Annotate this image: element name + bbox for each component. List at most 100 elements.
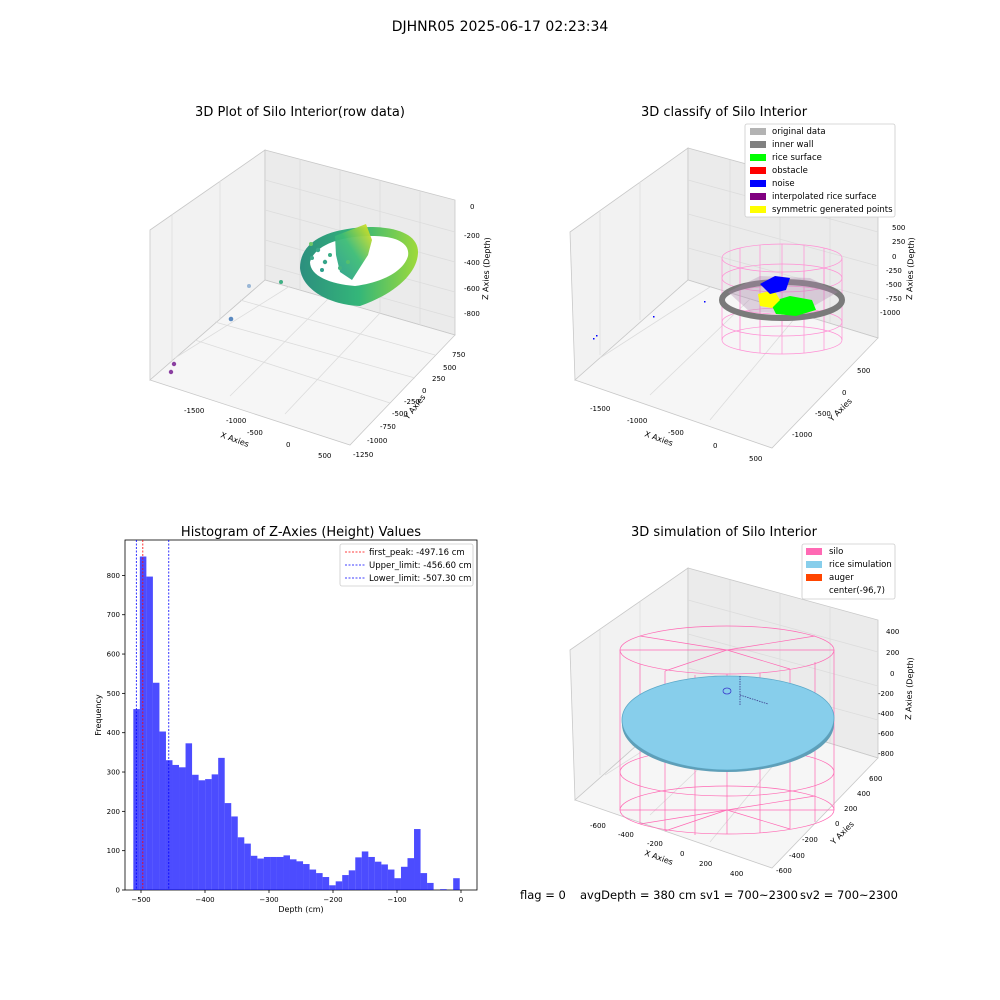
panel-1-title: 3D Plot of Silo Interior(row data) xyxy=(195,105,405,120)
p4-ytick: 200 xyxy=(844,805,857,813)
p2-ztick: -750 xyxy=(886,295,902,303)
legend-swatch-auger xyxy=(806,574,822,581)
legend-swatch-silo xyxy=(806,548,822,555)
p1-ztick: -200 xyxy=(464,232,480,240)
x-tick-label: 0 xyxy=(459,896,463,904)
p4-xtick: 400 xyxy=(730,870,743,878)
p1-xtick: 0 xyxy=(286,441,290,449)
histogram-bar xyxy=(342,875,349,890)
p2-xtick: 0 xyxy=(713,442,717,450)
p1-ytick: -1250 xyxy=(353,451,373,459)
p2-ytick: 500 xyxy=(857,367,870,375)
p4-ztick: -600 xyxy=(878,730,894,738)
histogram-vlines xyxy=(135,540,170,890)
status-sv1: sv1 = 700~2300 xyxy=(700,888,798,902)
panel-4-ticks: -600 -400 -200 0 200 400 600 400 200 0 -… xyxy=(590,628,899,878)
p1-zlabel: Z Axies (Depth) xyxy=(481,237,492,300)
panel-1-scatter-points xyxy=(168,242,350,375)
histogram-bar xyxy=(146,576,153,890)
p2-xtick: -1000 xyxy=(627,417,647,425)
p4-ytick: 400 xyxy=(857,790,870,798)
histogram-bar xyxy=(218,757,225,890)
panel-2-rice-surface xyxy=(770,296,816,316)
p1-xlabel: X Axies xyxy=(219,430,250,449)
panel-2-ticks: -1500 -1000 -500 0 500 500 0 -500 -1000 … xyxy=(590,224,905,463)
p4-ytick: 0 xyxy=(835,820,839,828)
p2-ztick: 0 xyxy=(892,253,896,261)
p4-xtick: -400 xyxy=(618,831,634,839)
legend-label: interpolated rice surface xyxy=(772,192,877,202)
histogram-bar xyxy=(205,779,212,890)
legend-swatch-rice-simulation xyxy=(806,561,822,568)
histogram-bar xyxy=(244,843,251,890)
histogram-bar xyxy=(453,878,460,890)
y-tick-label: 100 xyxy=(107,847,120,855)
histogram-ylabel: Frequency xyxy=(94,694,103,736)
x-tick-label: −300 xyxy=(259,896,278,904)
legend-swatch-inner-wall xyxy=(750,141,766,148)
legend-label: original data xyxy=(772,127,826,137)
histogram-bar xyxy=(159,731,166,890)
panel-2-legend: original data inner wall rice surface ob… xyxy=(744,123,896,218)
p1-ytick: -500 xyxy=(392,410,408,418)
legend-label: symmetric generated points xyxy=(772,205,893,215)
p4-ztick: 0 xyxy=(890,670,894,678)
histogram-bar xyxy=(192,774,199,890)
p1-ytick: -1000 xyxy=(367,437,387,445)
p1-ytick: 750 xyxy=(452,351,465,359)
p2-xtick: -500 xyxy=(668,429,684,437)
figure-title: DJHNR05 2025-06-17 02:23:34 xyxy=(392,19,609,35)
p1-ztick: -800 xyxy=(464,310,480,318)
p4-xtick: 200 xyxy=(699,860,712,868)
histogram-bar xyxy=(211,774,219,890)
histogram-bar xyxy=(427,882,434,890)
legend-swatch-interpolated xyxy=(750,193,766,200)
p4-ztick: -800 xyxy=(878,750,894,758)
histogram-bar xyxy=(407,858,415,890)
y-tick-label: 400 xyxy=(107,729,120,737)
panel-2-noise-cluster xyxy=(760,276,790,294)
histogram-bar xyxy=(303,864,310,890)
histogram-bar xyxy=(283,855,290,890)
histogram-bar xyxy=(387,869,395,890)
p4-ytick: -400 xyxy=(789,852,805,860)
p4-ytick: -200 xyxy=(802,836,818,844)
legend-label: center(-96,7) xyxy=(829,586,885,596)
y-tick-label: 200 xyxy=(107,808,120,816)
histogram-bar xyxy=(329,885,336,890)
p4-zlabel: Z Axies (Depth) xyxy=(904,657,915,720)
histogram-bar xyxy=(368,856,375,890)
p4-xtick: -600 xyxy=(590,822,606,830)
legend-swatch-noise xyxy=(750,180,766,187)
legend-swatch-obstacle xyxy=(750,167,766,174)
p4-ztick: 400 xyxy=(886,628,899,636)
p4-ytick: 600 xyxy=(869,775,882,783)
histogram-legend: first_peak: -497.16 cm Upper_limit: -456… xyxy=(339,543,474,587)
histogram-bar xyxy=(179,767,186,890)
p2-ztick: -500 xyxy=(886,281,902,289)
legend-label: rice surface xyxy=(772,153,822,163)
p1-xtick: 500 xyxy=(318,452,331,460)
p4-xtick: 0 xyxy=(680,850,684,858)
p2-ztick: -250 xyxy=(886,267,902,275)
histogram-xlabel: Depth (cm) xyxy=(278,905,323,914)
histogram-bar xyxy=(263,856,271,890)
legend-label: auger xyxy=(829,573,854,583)
histogram-bar xyxy=(250,855,258,890)
histogram-y-ticks: 0 100 200 300 400 500 600 700 800 xyxy=(107,572,125,895)
p1-ytick: 500 xyxy=(443,364,456,372)
p2-ytick: -500 xyxy=(815,410,831,418)
y-tick-label: 600 xyxy=(107,651,120,659)
p1-ztick: -400 xyxy=(464,259,480,267)
x-tick-label: −200 xyxy=(323,896,342,904)
legend-label: silo xyxy=(829,547,843,557)
p2-ytick: 0 xyxy=(842,389,846,397)
status-flag: flag = 0 xyxy=(520,888,566,902)
panel-1-surface-points xyxy=(335,224,372,280)
histogram-bar xyxy=(348,870,356,890)
status-avg-depth: avgDepth = 380 cm xyxy=(580,888,697,902)
histogram-bar xyxy=(394,878,401,890)
histogram-bar xyxy=(361,851,369,890)
histogram-bar xyxy=(289,859,297,890)
